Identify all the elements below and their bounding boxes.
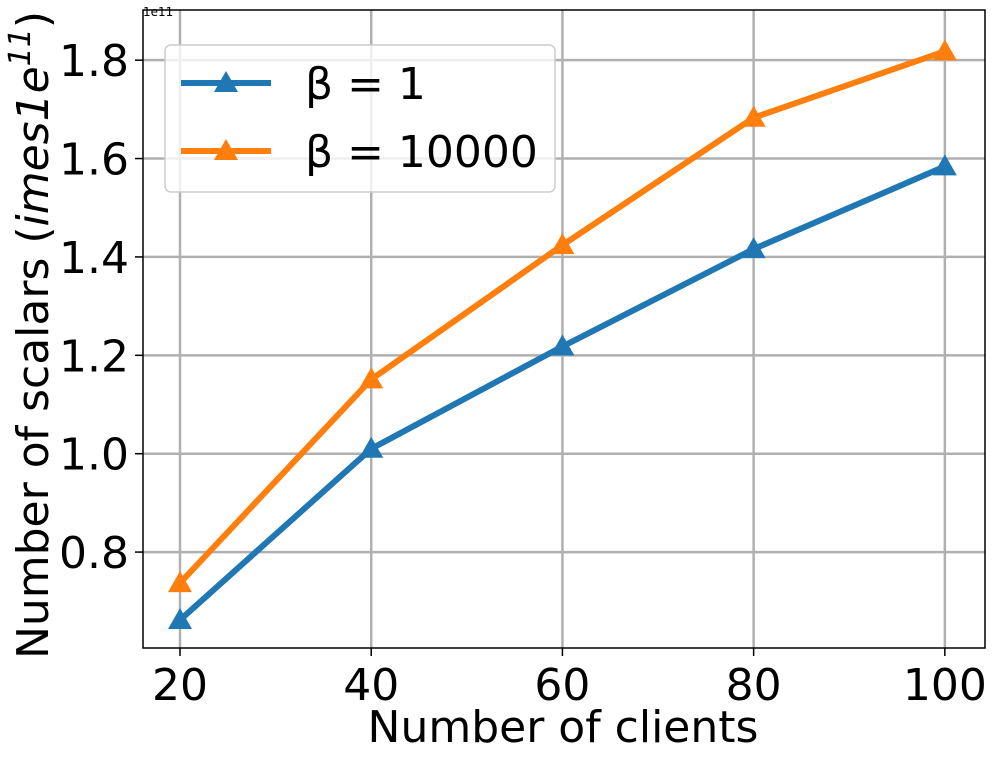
legend-marker [214, 139, 238, 160]
x-tick-label: 80 [726, 660, 782, 711]
marker [359, 367, 384, 389]
x-tick-label: 40 [343, 660, 399, 711]
marker [359, 436, 384, 458]
marker [550, 233, 575, 255]
y-tick-label: 1.6 [59, 135, 129, 186]
y-tick-label: 1.0 [59, 430, 129, 481]
marker [741, 237, 766, 259]
x-axis-label: Number of clients [368, 702, 759, 753]
legend-label: β = 10000 [305, 127, 538, 178]
y-axis-label-sup: 11 [3, 28, 38, 66]
x-tick-label: 20 [152, 660, 208, 711]
y-axis-label-text: Number of scalars ( [8, 226, 59, 659]
y-tick-label: 0.8 [59, 528, 129, 579]
marker [167, 607, 192, 629]
x-tick-label: 60 [534, 660, 590, 711]
marker [550, 334, 575, 356]
y-axis-label-math: imes1e [8, 66, 59, 226]
x-tick-label: 100 [903, 660, 987, 711]
marker [932, 154, 957, 176]
legend-marker [214, 71, 238, 92]
plot-frame [142, 9, 986, 649]
legend-label: β = 1 [305, 59, 426, 110]
marker [741, 105, 766, 127]
y-offset-label: 1e11 [143, 5, 173, 19]
y-tick-label: 1.2 [59, 331, 129, 382]
y-axis-label: Number of scalars (imes1e11) [3, 11, 59, 659]
marker [167, 571, 192, 593]
y-tick-label: 1.8 [59, 36, 129, 87]
y-tick-label: 1.4 [59, 233, 129, 284]
marker [932, 39, 957, 61]
y-axis-label-end: ) [8, 11, 59, 28]
